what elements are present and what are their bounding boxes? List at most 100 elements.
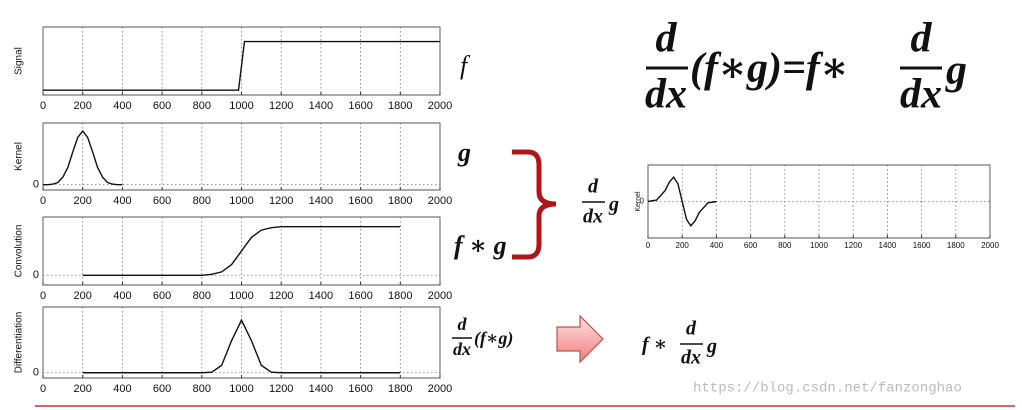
x-tick-label: 800 bbox=[193, 383, 211, 395]
x-tick-label: 0 bbox=[646, 241, 651, 250]
denominator: dx bbox=[681, 347, 701, 369]
x-tick-label: 600 bbox=[153, 290, 171, 302]
arrow bbox=[556, 314, 604, 364]
main-formula: d dx (f∗g)=f∗ d dx g bbox=[645, 16, 967, 118]
x-tick-label: 0 bbox=[40, 383, 46, 395]
x-tick-label: 1000 bbox=[229, 100, 253, 112]
x-tick-label: 1200 bbox=[269, 195, 293, 207]
chart: 0 200 400 600 800 1000 1200 1400 1600 1800 20000Ke… bbox=[635, 164, 999, 250]
y-tick-label: 0 bbox=[33, 269, 39, 281]
x-tick-label: 800 bbox=[778, 241, 792, 250]
numerator: d bbox=[911, 16, 933, 62]
x-tick-label: 1200 bbox=[269, 290, 293, 302]
x-tick-label: 0 bbox=[40, 195, 46, 207]
x-tick-label: 2000 bbox=[428, 290, 452, 302]
data-line bbox=[647, 176, 717, 227]
formula-end: g bbox=[706, 336, 717, 358]
x-tick-label: 1400 bbox=[879, 241, 897, 250]
x-tick-label: 1400 bbox=[309, 290, 333, 302]
x-tick-label: 1600 bbox=[348, 195, 372, 207]
x-tick-label: 1400 bbox=[309, 100, 333, 112]
y-axis-label: Signal bbox=[14, 47, 25, 75]
x-tick-label: 600 bbox=[153, 195, 171, 207]
numerator: d bbox=[458, 314, 468, 334]
data-line bbox=[43, 40, 440, 91]
x-tick-label: 1600 bbox=[348, 100, 372, 112]
x-tick-label: 200 bbox=[74, 383, 92, 395]
x-tick-label: 400 bbox=[113, 383, 131, 395]
x-tick-label: 0 bbox=[40, 290, 46, 302]
x-tick-label: 600 bbox=[153, 100, 171, 112]
y-axis-label: Kernel bbox=[635, 191, 642, 212]
formula-middle: (f∗g)=f∗ bbox=[690, 46, 849, 92]
chart: 0 200 400 600 800 1000 1200 1400 1600 1800 2000 0 Ke… bbox=[14, 122, 452, 207]
x-tick-label: 600 bbox=[744, 241, 758, 250]
formula-end: g bbox=[945, 48, 967, 94]
x-tick-label: 400 bbox=[710, 241, 724, 250]
x-tick-label: 2000 bbox=[428, 383, 452, 395]
x-tick-label: 1000 bbox=[229, 290, 253, 302]
x-tick-label: 200 bbox=[74, 290, 92, 302]
watermark: https://blog.csdn.net/fanzonghao bbox=[693, 381, 962, 397]
y-tick-label: 0 bbox=[33, 367, 39, 379]
x-tick-label: 1600 bbox=[348, 383, 372, 395]
data-line bbox=[82, 318, 401, 374]
x-tick-label: 1800 bbox=[388, 383, 412, 395]
x-tick-label: 1200 bbox=[844, 241, 862, 250]
formula-end: g bbox=[608, 194, 619, 216]
numerator: d bbox=[588, 176, 599, 198]
y-axis-label: Convolution bbox=[14, 225, 25, 278]
label-g: g bbox=[457, 138, 471, 167]
y-tick-label: 0 bbox=[640, 197, 645, 206]
denominator: dx bbox=[583, 206, 603, 228]
y-tick-label: 0 bbox=[33, 179, 39, 191]
x-tick-label: 1000 bbox=[229, 383, 253, 395]
x-tick-label: 1800 bbox=[388, 195, 412, 207]
chart: 0 200 400 600 800 1000 1200 1400 1600 1800 2000 0 Di… bbox=[14, 306, 452, 395]
x-tick-label: 1200 bbox=[269, 383, 293, 395]
result: f ∗ d dx g bbox=[642, 318, 717, 369]
x-tick-label: 800 bbox=[193, 195, 211, 207]
x-tick-label: 600 bbox=[153, 383, 171, 395]
x-tick-label: 1000 bbox=[229, 195, 253, 207]
y-axis-label: Differentiation bbox=[14, 312, 25, 374]
x-tick-label: 1600 bbox=[348, 290, 372, 302]
denominator: dx bbox=[453, 339, 471, 359]
x-tick-label: 200 bbox=[74, 100, 92, 112]
chart: 0 200 400 600 800 1000 1200 1400 1600 1800 2000 0 Co… bbox=[14, 216, 452, 302]
x-tick-label: 400 bbox=[113, 195, 131, 207]
x-tick-label: 2000 bbox=[428, 100, 452, 112]
x-tick-label: 800 bbox=[193, 100, 211, 112]
numerator: d bbox=[686, 318, 697, 340]
label-f: f bbox=[460, 51, 471, 80]
x-tick-label: 400 bbox=[113, 290, 131, 302]
x-tick-label: 1800 bbox=[388, 100, 412, 112]
x-tick-label: 2000 bbox=[981, 241, 999, 250]
formula-start: f ∗ bbox=[642, 334, 667, 356]
x-tick-label: 1400 bbox=[309, 195, 333, 207]
x-tick-label: 200 bbox=[74, 195, 92, 207]
x-tick-label: 0 bbox=[40, 100, 46, 112]
bracket bbox=[512, 149, 557, 260]
numerator: d bbox=[656, 16, 678, 62]
x-tick-label: 800 bbox=[193, 290, 211, 302]
x-tick-label: 1800 bbox=[388, 290, 412, 302]
label-f-conv-g: f ∗ g bbox=[454, 231, 507, 260]
x-tick-label: 1600 bbox=[913, 241, 931, 250]
deriv-g: d dx g bbox=[582, 176, 619, 228]
chart: 0 200 400 600 800 1000 1200 1400 1600 1800 2000 Sig… bbox=[14, 26, 452, 112]
x-tick-label: 1400 bbox=[309, 383, 333, 395]
x-tick-label: 400 bbox=[113, 100, 131, 112]
x-tick-label: 1200 bbox=[269, 100, 293, 112]
data-line bbox=[82, 226, 401, 276]
x-tick-label: 1000 bbox=[810, 241, 828, 250]
x-tick-label: 1800 bbox=[947, 241, 965, 250]
deriv-conv: d dx (f∗g) bbox=[452, 314, 513, 359]
x-tick-label: 2000 bbox=[428, 195, 452, 207]
denominator: dx bbox=[645, 72, 687, 118]
formula-end: (f∗g) bbox=[474, 328, 513, 349]
y-axis-label: Kernel bbox=[14, 142, 25, 171]
x-tick-label: 200 bbox=[676, 241, 690, 250]
data-line bbox=[43, 129, 123, 186]
